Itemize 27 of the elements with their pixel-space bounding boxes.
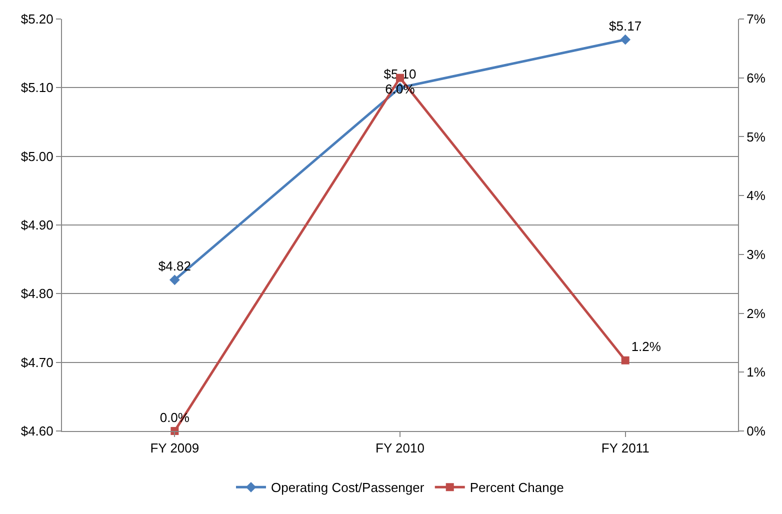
y2-tick-label: 6% <box>746 70 766 86</box>
x-tick-label: FY 2011 <box>601 440 650 456</box>
y-tick-label: $4.70 <box>20 354 54 370</box>
data-label: 6.0% <box>385 82 416 97</box>
y-tick-label: $5.20 <box>20 12 54 27</box>
point <box>169 274 180 286</box>
data-label: $4.82 <box>158 258 191 274</box>
y-tick-label: $5.00 <box>20 148 54 164</box>
y2-tick-label: 5% <box>746 129 766 144</box>
legend-label: Percent Change <box>470 480 564 496</box>
y2-tick-label: 7% <box>746 12 766 27</box>
y-tick-label: $4.90 <box>20 218 54 233</box>
data-label: $5.17 <box>609 18 642 34</box>
y2-tick-label: 0% <box>746 424 766 439</box>
x-tick-label: FY 2009 <box>150 440 200 456</box>
legend-label: Operating Cost/Passenger <box>271 480 425 496</box>
point <box>620 34 631 45</box>
y-tick-label: $4.80 <box>20 286 54 302</box>
y-tick-label: $4.60 <box>20 424 54 439</box>
y2-tick-label: 1% <box>746 364 766 380</box>
x-tick-label: FY 2010 <box>376 440 424 456</box>
y2-tick-label: 3% <box>746 246 766 262</box>
y-tick-label: $5.10 <box>20 80 54 96</box>
point <box>621 356 630 364</box>
y2-tick-label: 2% <box>746 306 766 321</box>
y2-tick-label: 4% <box>746 188 766 204</box>
data-label: 1.2% <box>631 339 662 354</box>
